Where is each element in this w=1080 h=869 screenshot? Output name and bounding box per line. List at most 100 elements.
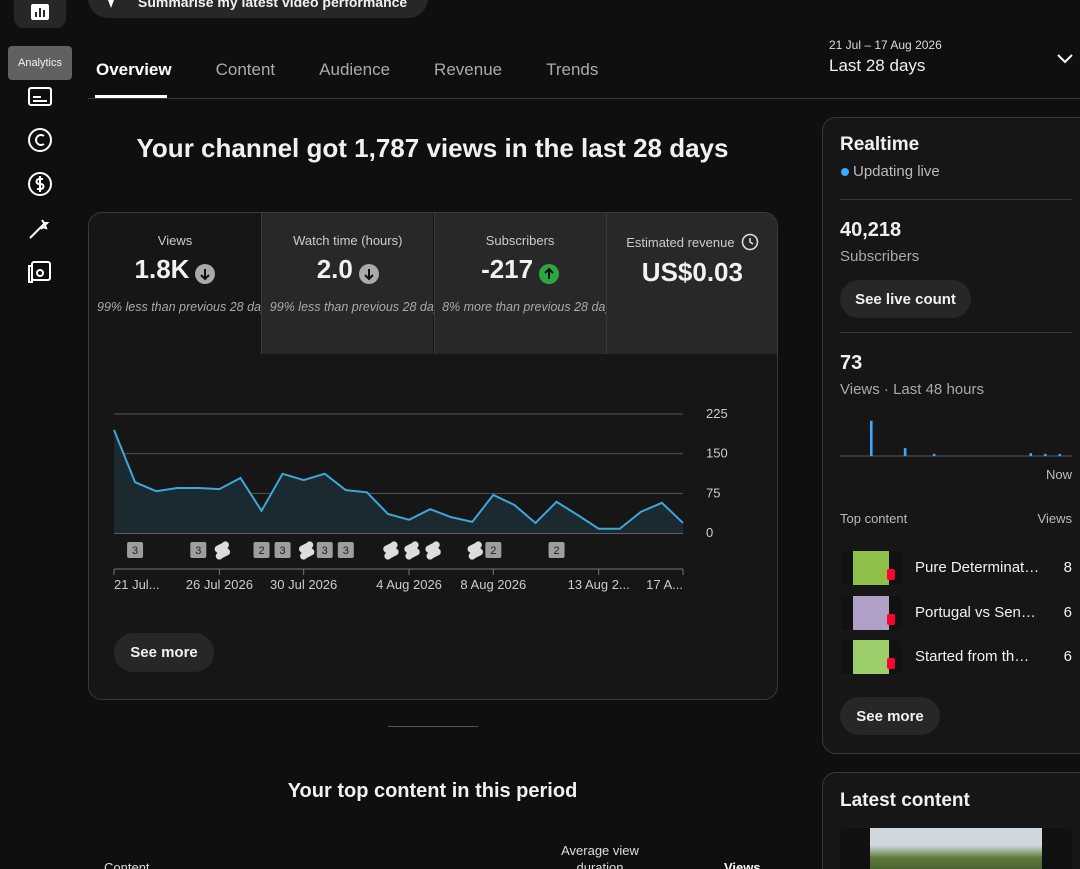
y-tick-label: 225 [706, 406, 728, 421]
latest-thumbnail[interactable] [840, 828, 1072, 869]
bar [903, 448, 907, 456]
realtime-card [822, 117, 1080, 754]
bar [870, 420, 873, 456]
realtime-title: Realtime [840, 134, 920, 155]
metric-label-row: Watch time (hours) [262, 233, 433, 248]
tab[interactable]: Overview [96, 60, 172, 79]
overview-card: Views 1.8K 99% less than previous 28 days W… [88, 212, 778, 700]
x-tick-label: 13 Aug 2... [568, 577, 630, 592]
metric-change: 99% less than previous 28 days [97, 300, 274, 314]
item-title[interactable]: Pure Determinat… [915, 559, 1040, 576]
column-header: Content [104, 860, 150, 869]
shorts-icon [298, 541, 315, 560]
see-more-button[interactable]: See more [114, 633, 214, 672]
metric-value-row: 1.8K [89, 254, 261, 285]
metric-label-row: Estimated revenue [607, 233, 777, 251]
realtime-views: 73 [840, 352, 863, 374]
shorts-icon [404, 541, 420, 560]
metric-card[interactable]: Views 1.8K 99% less than previous 28 days [89, 213, 274, 354]
item-views: 6 [1063, 603, 1072, 621]
metric-card[interactable]: Estimated revenue US$0.03 [605, 213, 777, 354]
metric-label: Views [157, 233, 193, 248]
bar [932, 453, 936, 456]
divider [840, 332, 1072, 333]
upload-badge-label: 3 [132, 545, 138, 557]
section-title: Your top content in this period [287, 780, 578, 802]
trend-icon [195, 260, 216, 284]
metric-label-row: Views [89, 233, 261, 248]
metric-label: Estimated revenue [626, 234, 735, 250]
y-tick-label: 150 [706, 446, 728, 461]
upload-badge-label: 3 [322, 545, 328, 557]
x-tick-label: 8 Aug 2026 [460, 577, 526, 592]
subscriber-label: Subscribers [840, 248, 920, 265]
metric-value-row: -217 [435, 254, 606, 285]
x-axis-label: Now [1046, 467, 1073, 482]
metric-change: 8% more than previous 28 days [442, 300, 618, 314]
thumbnail[interactable] [841, 551, 901, 585]
divider [88, 98, 1080, 99]
trend-icon [539, 260, 560, 284]
shorts-icon [383, 541, 399, 560]
shorts-icon [214, 541, 231, 560]
upload-badge [274, 542, 291, 558]
upload-badge-label: 2 [490, 545, 496, 557]
area [114, 429, 683, 533]
upload-badge-label: 3 [195, 545, 201, 557]
metric-value: 2.0 [316, 254, 353, 284]
metric-card[interactable]: Subscribers -217 8% more than previous 28 … [433, 213, 618, 354]
views-label: Views · Last 48 hours [840, 381, 984, 398]
metric-value-row: 2.0 [262, 254, 433, 285]
upload-badge [190, 542, 207, 558]
upload-badge [337, 542, 354, 558]
tab[interactable]: Content [215, 60, 276, 79]
views-header: Views [1037, 511, 1072, 526]
tab[interactable]: Trends [546, 60, 599, 79]
sparkle-icon [108, 0, 114, 8]
thumbnail[interactable] [841, 595, 901, 630]
tab[interactable]: Audience [319, 60, 391, 79]
shorts-icon [425, 541, 441, 560]
x-tick-label: 4 Aug 2026 [376, 577, 442, 592]
bar [1044, 453, 1047, 456]
sidebar-icons[interactable] [20, 80, 60, 290]
clock-icon [741, 233, 759, 251]
live-count-button[interactable]: See live count [840, 280, 971, 318]
upload-badge-label: 3 [343, 545, 349, 557]
upload-badge-label: 2 [258, 545, 264, 557]
metric-card[interactable]: Watch time (hours) 2.0 99% less than previ… [261, 213, 447, 354]
divider [388, 726, 478, 727]
realtime-chart: Now [840, 420, 1073, 482]
tab[interactable]: Revenue [434, 60, 503, 79]
analytics-nav[interactable] [14, 0, 66, 28]
chevron[interactable] [1055, 52, 1075, 66]
button-label: Summarise my latest video performance [138, 0, 408, 10]
latest-title: Latest content [840, 790, 970, 811]
shorts-icon [467, 541, 483, 560]
views-chart: 0 75 150 225 21 Jul... 3 3 26 Jul 2026 2 3 30 Jul … [113, 406, 728, 592]
icon [31, 4, 49, 20]
period-label[interactable]: Last 28 days [829, 56, 926, 75]
thumbnail[interactable] [841, 640, 901, 674]
bar [1029, 453, 1033, 456]
upload-badge-label: 3 [280, 545, 286, 557]
upload-badge [548, 542, 565, 558]
see-more-button[interactable]: See more [840, 697, 940, 735]
y-tick-label: 75 [706, 485, 720, 500]
shorts-badge [887, 569, 895, 580]
upload-badge [127, 542, 144, 558]
x-tick-label: 30 Jul 2026 [270, 577, 337, 592]
headline: Your channel got 1,787 views in the last… [136, 133, 729, 163]
upload-badge [316, 542, 333, 558]
metric-change: 99% less than previous 28 days [269, 300, 447, 314]
live-dot [841, 168, 849, 176]
item-title[interactable]: Portugal vs Sen… [915, 603, 1036, 621]
shorts-badge [887, 613, 895, 625]
upload-badge-label: 2 [553, 545, 559, 557]
upload-badge [485, 542, 502, 558]
metric-label-row: Subscribers [435, 233, 606, 248]
item-title[interactable]: Started from th… [915, 648, 1030, 665]
summarise-button[interactable]: Summarise my latest video performance [88, 0, 428, 18]
divider [840, 199, 1072, 200]
